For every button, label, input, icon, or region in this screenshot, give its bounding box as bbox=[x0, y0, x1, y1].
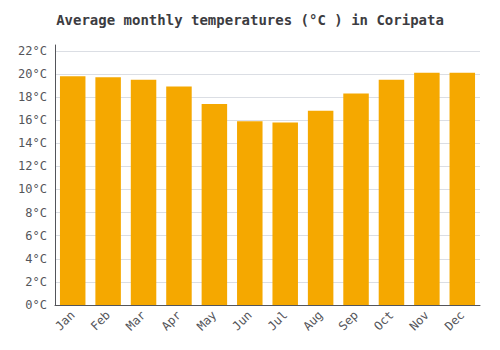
svg-text:16°C: 16°C bbox=[18, 113, 47, 127]
svg-text:14°C: 14°C bbox=[18, 136, 47, 150]
svg-text:Jan: Jan bbox=[52, 308, 77, 333]
svg-text:Jul: Jul bbox=[265, 308, 290, 333]
svg-text:Jun: Jun bbox=[230, 308, 255, 333]
svg-text:Apr: Apr bbox=[159, 308, 184, 333]
svg-text:20°C: 20°C bbox=[18, 67, 47, 81]
svg-text:May: May bbox=[194, 308, 219, 333]
svg-text:Oct: Oct bbox=[371, 308, 396, 333]
svg-text:Feb: Feb bbox=[88, 308, 113, 333]
svg-text:2°C: 2°C bbox=[25, 275, 47, 289]
svg-text:Mar: Mar bbox=[123, 308, 148, 333]
svg-text:Average monthly temperatures (: Average monthly temperatures (°C ) in Co… bbox=[56, 12, 444, 28]
svg-text:6°C: 6°C bbox=[25, 229, 47, 243]
svg-text:Dec: Dec bbox=[442, 308, 467, 333]
svg-text:12°C: 12°C bbox=[18, 159, 47, 173]
svg-text:4°C: 4°C bbox=[25, 252, 47, 266]
svg-text:Sep: Sep bbox=[336, 308, 361, 333]
svg-text:10°C: 10°C bbox=[18, 182, 47, 196]
svg-text:22°C: 22°C bbox=[18, 44, 47, 58]
svg-text:18°C: 18°C bbox=[18, 90, 47, 104]
svg-text:Aug: Aug bbox=[300, 308, 325, 333]
svg-text:Nov: Nov bbox=[407, 308, 432, 333]
svg-text:8°C: 8°C bbox=[25, 206, 47, 220]
svg-text:0°C: 0°C bbox=[25, 298, 47, 312]
